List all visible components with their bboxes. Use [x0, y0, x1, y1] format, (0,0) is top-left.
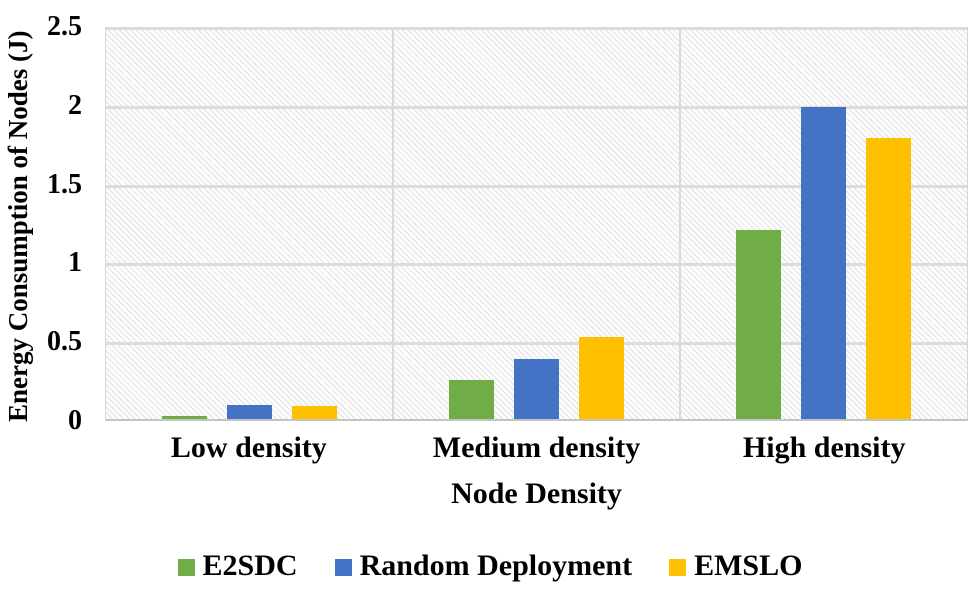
gridline: [106, 27, 967, 30]
x-axis-title: Node Density: [451, 477, 622, 510]
legend-label-e2sdc: E2SDC: [202, 549, 298, 582]
category-separator: [678, 28, 681, 419]
bar-high-density-random-deployment: [801, 107, 846, 419]
bar-low-density-emslo: [292, 406, 337, 419]
category-separator: [391, 28, 394, 419]
gridline: [106, 342, 967, 346]
bar-medium-density-random-deployment: [514, 359, 559, 419]
gridline: [106, 105, 967, 109]
gridline: [106, 263, 967, 267]
bars-container: [106, 28, 967, 419]
legend-label-emslo: EMSLO: [694, 549, 803, 582]
legend-item-emslo: EMSLO: [669, 549, 802, 583]
y-tick-label-2-5: 2.5: [47, 11, 82, 42]
bar-group-high-density: [680, 28, 967, 419]
legend-swatch-e2sdc: [177, 559, 195, 576]
legend-label-random-deployment: Random Deployment: [359, 549, 633, 582]
y-tick-label-1-5: 1.5: [47, 168, 82, 200]
x-tick-label-medium-density: Medium density: [432, 431, 641, 464]
y-axis-tick-labels: 2.5 2 1.5 1 0.5 0: [30, 11, 94, 436]
x-axis-category-labels: Low density Medium density High density: [105, 431, 968, 465]
bar-group-medium-density: [393, 28, 680, 419]
bar-medium-density-emslo: [579, 337, 624, 419]
bar-high-density-e2sdc: [736, 230, 781, 419]
bar-group-low-density: [106, 28, 393, 419]
x-tick-label-low-density: Low density: [170, 431, 327, 464]
y-tick-label-0: 0: [68, 405, 82, 436]
plot-area: [105, 27, 968, 421]
gridline: [106, 184, 967, 188]
legend-swatch-emslo: [669, 559, 687, 576]
y-tick-label-0-5: 0.5: [47, 326, 82, 358]
y-tick-label-1: 1: [68, 247, 82, 279]
x-tick-label-high-density: High density: [742, 431, 906, 464]
legend-item-e2sdc: E2SDC: [177, 549, 298, 583]
bar-high-density-emslo: [866, 138, 911, 419]
bar-low-density-random-deployment: [227, 405, 272, 419]
y-tick-label-2: 2: [68, 89, 82, 121]
legend-item-random-deployment: Random Deployment: [334, 549, 633, 583]
legend-swatch-random-deployment: [334, 559, 352, 576]
bar-low-density-e2sdc: [162, 416, 207, 419]
legend: E2SDC Random Deployment EMSLO: [0, 549, 980, 583]
bar-medium-density-e2sdc: [449, 380, 494, 419]
